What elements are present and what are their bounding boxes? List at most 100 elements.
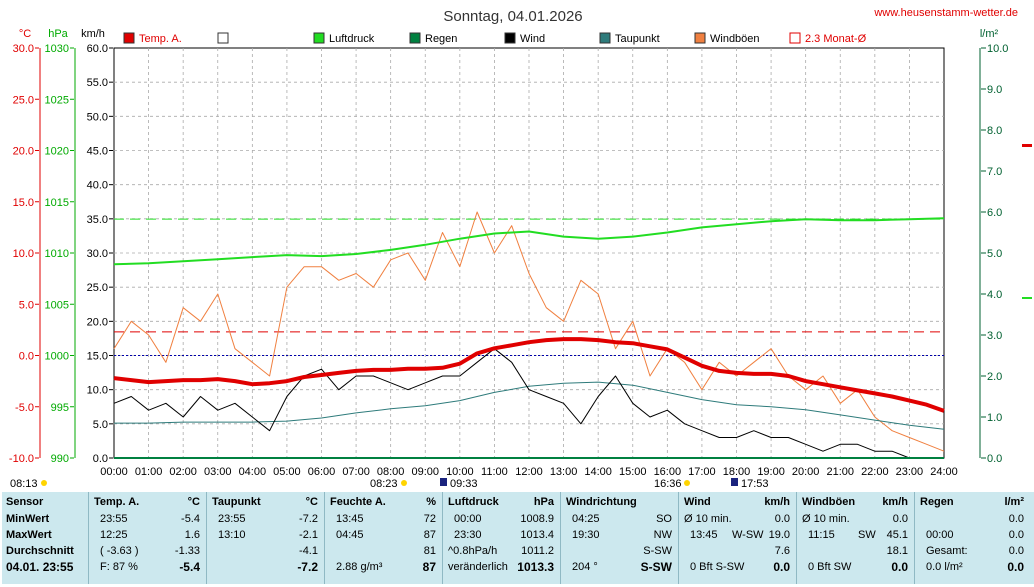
series-line-wind bbox=[113, 348, 944, 459]
wind-max-time: 13:45 bbox=[690, 529, 718, 541]
time-tick-label: 15:00 bbox=[619, 466, 647, 478]
rain-now-value: 0.0 bbox=[1007, 560, 1024, 574]
rain-min-value: 0.0 bbox=[1008, 513, 1024, 525]
wind-max-dir: W-SW bbox=[732, 529, 764, 541]
press-max-time: 23:30 bbox=[454, 529, 482, 541]
legend: Temp. A. Luftdruck Regen Wind Taupunkt Windbö… bbox=[123, 32, 867, 45]
press-header: Luftdruck bbox=[448, 496, 499, 508]
legend-swatch bbox=[123, 32, 135, 44]
wind-tick-label: 25.0 bbox=[87, 282, 108, 294]
rain-tick-label: 5.0 bbox=[987, 248, 1002, 260]
hum-min-time: 13:45 bbox=[336, 513, 364, 525]
dew-avg-value: -4.1 bbox=[299, 545, 318, 557]
dir-max-value: NW bbox=[653, 529, 672, 541]
maxwert-label: MaxWert bbox=[6, 529, 52, 541]
dir-min-value: SO bbox=[656, 513, 672, 525]
legend-swatch bbox=[313, 32, 325, 44]
rain-tick-label: 3.0 bbox=[987, 330, 1002, 342]
temp-min-value: -5.4 bbox=[181, 513, 200, 525]
temp-max-value: 1.6 bbox=[184, 529, 200, 541]
time-tick-label: 07:00 bbox=[342, 466, 370, 478]
time-tick-label: 20:00 bbox=[792, 466, 820, 478]
rain-tick-label: 2.0 bbox=[987, 371, 1002, 383]
legend-item: Regen bbox=[409, 32, 457, 45]
time-tick-label: 03:00 bbox=[204, 466, 232, 478]
rain-max-value: 0.0 bbox=[1008, 529, 1024, 541]
legend-swatch bbox=[217, 32, 229, 44]
legend-swatch bbox=[789, 32, 801, 44]
press-tick-label: 1030 bbox=[45, 43, 69, 55]
dir-max-time: 19:30 bbox=[572, 529, 600, 541]
legend-item: Luftdruck bbox=[313, 32, 375, 45]
sunrise-icon bbox=[401, 480, 407, 486]
sun-markers: 08:13 08:23 09:33 16:36 17:53 bbox=[10, 478, 769, 490]
press-tick-label: 1015 bbox=[45, 197, 69, 209]
time-tick-label: 05:00 bbox=[273, 466, 301, 478]
stats-dew-column: Taupunkt °C 23:55 -7.2 13:10 -2.1 -4.1 -… bbox=[206, 492, 325, 584]
time-tick-label: 10:00 bbox=[446, 466, 474, 478]
wind-tick-label: 40.0 bbox=[87, 180, 108, 192]
gust-max-time: 11:15 bbox=[808, 529, 835, 541]
temp-header: Temp. A. bbox=[94, 496, 140, 508]
legend-swatch bbox=[409, 32, 421, 44]
grid bbox=[113, 47, 945, 459]
sunrise-start-label: 08:13 bbox=[10, 478, 38, 490]
stats-table: Sensor MinWert MaxWert Durchschnitt 04.0… bbox=[2, 492, 1034, 584]
dir-min-time: 04:25 bbox=[572, 513, 600, 525]
legend-item: 2.3 Monat-Ø bbox=[789, 32, 867, 45]
stats-sensor-column: Sensor MinWert MaxWert Durchschnitt 04.0… bbox=[2, 492, 89, 584]
dir-header: Windrichtung bbox=[566, 496, 637, 508]
rain-total-label: Gesamt: bbox=[926, 545, 968, 557]
legend-label: Luftdruck bbox=[329, 33, 375, 45]
press-unit: hPa bbox=[533, 496, 554, 508]
time-tick-label: 22:00 bbox=[861, 466, 889, 478]
wind-unit-label: km/h bbox=[81, 28, 105, 40]
time-tick-label: 12:00 bbox=[515, 466, 543, 478]
site-url[interactable]: www.heusenstamm-wetter.de bbox=[873, 7, 1018, 19]
wind-tick-label: 5.0 bbox=[93, 419, 108, 431]
gust-header: Windböen bbox=[802, 496, 856, 508]
wind-header: Wind bbox=[684, 496, 711, 508]
rain-tick-label: 8.0 bbox=[987, 125, 1002, 137]
dew-min-value: -7.2 bbox=[299, 513, 318, 525]
rain-tick-label: 6.0 bbox=[987, 207, 1002, 219]
hum-max-time: 04:45 bbox=[336, 529, 364, 541]
sunrise-time: 08:23 bbox=[370, 478, 398, 490]
gust-max-value: 45.1 bbox=[886, 529, 908, 541]
dir-now-value: S-SW bbox=[640, 560, 672, 574]
legend-label: Taupunkt bbox=[615, 33, 660, 45]
legend-item: Taupunkt bbox=[599, 32, 660, 45]
wind-tick-label: 45.0 bbox=[87, 146, 108, 158]
wind-now-note: 0 Bft S-SW bbox=[690, 561, 745, 573]
legend-label: Windböen bbox=[710, 33, 760, 45]
temp-tick-label: -5.0 bbox=[15, 402, 34, 414]
press-current-marker bbox=[1022, 297, 1032, 299]
wind-tick-label: 10.0 bbox=[87, 385, 108, 397]
time-tick-label: 23:00 bbox=[896, 466, 924, 478]
rain-total-value: 0.0 bbox=[1008, 545, 1024, 557]
time-tick-label: 02:00 bbox=[169, 466, 197, 478]
stats-temp-column: Temp. A. °C 23:55 -5.4 12:25 1.6 ( -3.63… bbox=[88, 492, 207, 584]
rain-tick-label: 0.0 bbox=[987, 453, 1002, 465]
press-now-value: 1013.3 bbox=[517, 560, 554, 574]
temp-tick-label: -10.0 bbox=[9, 453, 34, 465]
rain-tick-label: 9.0 bbox=[987, 84, 1002, 96]
gust-min-note: Ø 10 min. bbox=[802, 513, 850, 525]
wind-tick-label: 20.0 bbox=[87, 316, 108, 328]
press-unit-label: hPa bbox=[48, 28, 68, 40]
dew-unit: °C bbox=[305, 496, 318, 508]
sun-icon bbox=[41, 480, 47, 486]
press-tick-label: 1010 bbox=[45, 248, 69, 260]
gust-now-note: 0 Bft SW bbox=[808, 561, 852, 573]
press-tendency: veränderlich bbox=[448, 561, 508, 573]
moonset-time: 09:33 bbox=[450, 478, 478, 490]
wind-unit: km/h bbox=[764, 496, 790, 508]
time-tick-label: 21:00 bbox=[826, 466, 854, 478]
press-tick-label: 995 bbox=[51, 402, 69, 414]
temp-now-value: -5.4 bbox=[179, 560, 200, 574]
temp-tick-label: 25.0 bbox=[13, 94, 34, 106]
temp-tick-label: 10.0 bbox=[13, 248, 34, 260]
wind-avg-value: 7.6 bbox=[774, 545, 790, 557]
wind-now-value: 0.0 bbox=[773, 560, 790, 574]
stats-direction-column: Windrichtung 04:25 SO 19:30 NW S-SW 204 … bbox=[560, 492, 679, 584]
